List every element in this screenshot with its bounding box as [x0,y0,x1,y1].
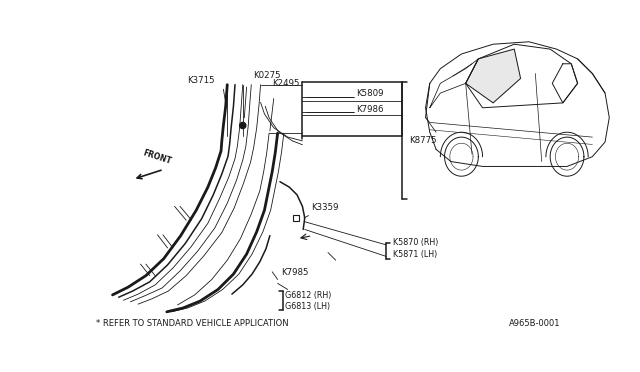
Text: K5871 (LH): K5871 (LH) [393,250,437,259]
Text: FRONT: FRONT [142,149,173,166]
Text: K2495: K2495 [272,79,300,88]
Bar [293,215,300,221]
Circle shape [239,122,246,129]
Text: K3715: K3715 [188,76,215,85]
Text: K5870 (RH): K5870 (RH) [393,238,438,247]
Text: K7986: K7986 [356,105,383,114]
Text: K5809: K5809 [356,89,383,97]
Text: K0275: K0275 [253,71,281,80]
Polygon shape [466,49,520,103]
Text: K8775: K8775 [410,137,437,145]
Text: K7985: K7985 [282,268,309,277]
Text: G6812 (RH): G6812 (RH) [285,291,332,300]
Text: K3359: K3359 [311,203,339,212]
Text: * REFER TO STANDARD VEHICLE APPLICATION: * REFER TO STANDARD VEHICLE APPLICATION [95,319,288,328]
Text: G6813 (LH): G6813 (LH) [285,302,330,311]
Text: A965B-0001: A965B-0001 [509,319,561,328]
